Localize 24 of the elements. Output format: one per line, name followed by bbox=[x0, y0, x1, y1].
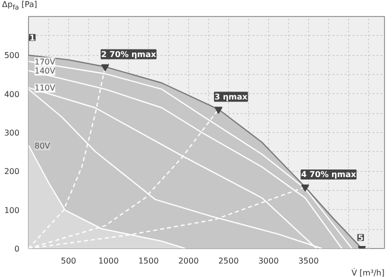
x-tick-label: 3000 bbox=[258, 256, 279, 266]
x-tick-label: 500 bbox=[60, 256, 76, 266]
annotation: 4 70% ηmax bbox=[301, 170, 357, 180]
annotation: 3 ηmax bbox=[214, 92, 248, 102]
y-axis-title: Δp$_{fa}$ [Pa] bbox=[2, 0, 38, 13]
annotation: 1 bbox=[30, 34, 36, 42]
x-tick-label: 3500 bbox=[298, 256, 319, 266]
x-tick-label: 2000 bbox=[178, 256, 199, 266]
y-tick-label: 0 bbox=[14, 244, 20, 254]
y-tick-label: 300 bbox=[4, 128, 20, 138]
y-tick-label: 100 bbox=[4, 206, 20, 215]
y-tick-label: 500 bbox=[4, 51, 20, 60]
x-tick-label: 2500 bbox=[218, 256, 239, 266]
legend-label: 110V bbox=[34, 84, 56, 93]
series-label: 80V bbox=[34, 141, 51, 150]
annotation: 2 70% ηmax bbox=[101, 50, 157, 59]
legend-label: 140V bbox=[34, 66, 56, 76]
y-tick-label: 400 bbox=[4, 90, 20, 99]
x-tick-label: 1000 bbox=[98, 256, 119, 266]
y-tick-label: 200 bbox=[4, 167, 20, 176]
x-tick-label: 1500 bbox=[138, 256, 159, 266]
annotation: 5 bbox=[358, 234, 364, 242]
x-axis-title: V̇ [m³/h] bbox=[351, 268, 385, 277]
series-label: 170V bbox=[34, 57, 56, 66]
